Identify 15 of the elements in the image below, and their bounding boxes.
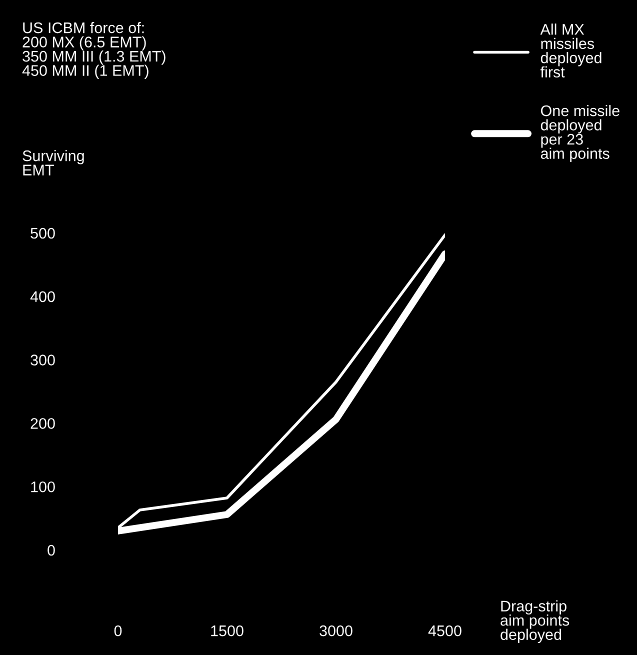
- y-tick-label: 0: [48, 544, 55, 556]
- y-tick-label: 100: [31, 481, 55, 492]
- y-tick-label: 400: [30, 291, 55, 302]
- x-tick-label: 3000: [320, 625, 352, 636]
- chart-title: US ICBM force of: 200 MX (6.5 EMT) 350 MM III (1.3 EMT) 450 MM II (1 EMT): [22, 22, 166, 79]
- x-tick-label: 0: [114, 625, 122, 636]
- y-axis-title: Surviving EMT: [22, 150, 84, 176]
- y-tick-label: 300: [30, 354, 55, 366]
- x-tick-label: 1500: [211, 625, 244, 636]
- y-tick-label: 200: [30, 418, 55, 429]
- y-tick-label: 500: [30, 228, 55, 239]
- legend-label: All MX missiles deployed first: [540, 24, 602, 78]
- x-tick-label: 4500: [428, 625, 462, 636]
- x-axis-title: Drag-strip aim points deployed: [500, 600, 570, 643]
- legend-label: One missile deployed per 23 aim points: [540, 104, 620, 162]
